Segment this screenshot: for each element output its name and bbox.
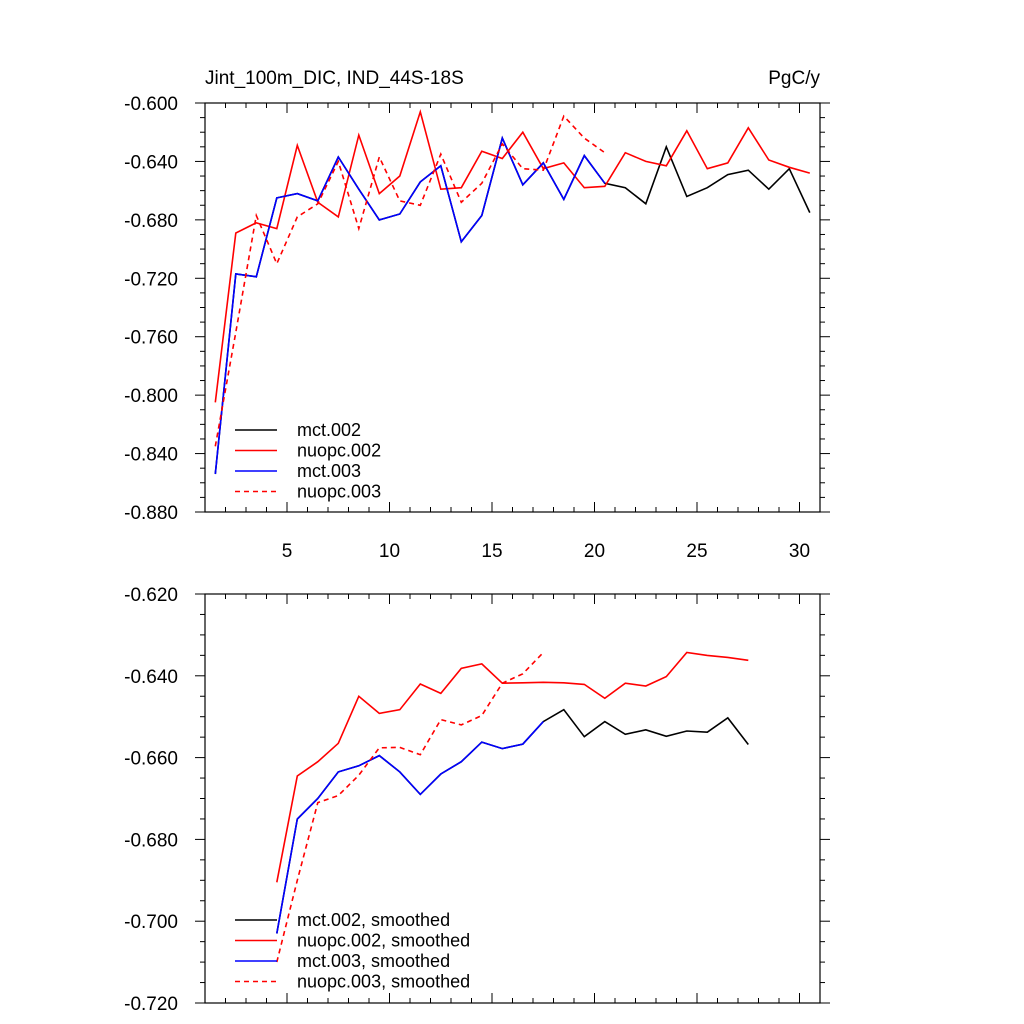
x-tick-label: 20: [584, 541, 605, 562]
series-line: [276, 721, 544, 934]
x-axis-tick-labels: 5 10 15 20 25 30: [282, 541, 810, 562]
chart-units-label: PgC/y: [768, 68, 820, 89]
y-tick-label: -0.840: [124, 445, 178, 466]
x-tick-label: 25: [686, 541, 707, 562]
y-tick-label: -0.680: [124, 830, 178, 851]
x-tick-label: 30: [789, 541, 810, 562]
x-tick-label: 5: [282, 541, 293, 562]
y-tick-label: -0.640: [124, 667, 178, 688]
axis-ticks: [195, 102, 830, 513]
series-lines: [214, 108, 811, 475]
legend-label: mct.002: [297, 420, 361, 440]
y-axis-tick-labels: -0.600 -0.640 -0.680 -0.720 -0.760 -0.800 -0.8…: [124, 94, 178, 524]
legend-label: nuopc.003, smoothed: [297, 972, 470, 992]
series-line: [276, 708, 749, 934]
y-tick-label: -0.640: [124, 152, 178, 173]
series-lines: [276, 651, 749, 963]
series-line: [214, 135, 606, 475]
y-tick-label: -0.660: [124, 749, 178, 770]
chart-title: Jint_100m_DIC, IND_44S-18S: [205, 68, 464, 89]
y-tick-label: -0.600: [124, 94, 178, 115]
legend-label: nuopc.002: [297, 441, 381, 461]
y-tick-label: -0.620: [124, 585, 178, 606]
legend-label: mct.002, smoothed: [297, 910, 450, 930]
y-tick-label: -0.800: [124, 386, 178, 407]
legend-label: mct.003: [297, 461, 361, 481]
y-tick-label: -0.880: [124, 503, 178, 524]
y-tick-label: -0.760: [124, 328, 178, 349]
y-tick-label: -0.680: [124, 211, 178, 232]
y-tick-label: -0.700: [124, 912, 178, 933]
top-panel: Jint_100m_DIC, IND_44S-18S PgC/y -0.600-…: [124, 68, 830, 562]
series-line: [214, 108, 811, 403]
y-tick-label: -0.720: [124, 994, 178, 1015]
y-axis-tick-labels: -0.620 -0.640 -0.660 -0.680 -0.700 -0.720: [124, 585, 178, 1015]
legend-label: nuopc.002, smoothed: [297, 931, 470, 951]
series-line: [276, 651, 544, 963]
x-tick-label: 15: [481, 541, 502, 562]
legend-label: mct.003, smoothed: [297, 951, 450, 971]
legend-label: nuopc.003: [297, 482, 381, 502]
series-line: [276, 651, 749, 883]
x-tick-label: 10: [379, 541, 400, 562]
series-line: [214, 114, 606, 447]
y-tick-label: -0.720: [124, 269, 178, 290]
bottom-panel: -0.620 -0.640 -0.660 -0.680 -0.700 -0.720 mct…: [124, 585, 830, 1015]
axis-ticks: [195, 593, 830, 1004]
